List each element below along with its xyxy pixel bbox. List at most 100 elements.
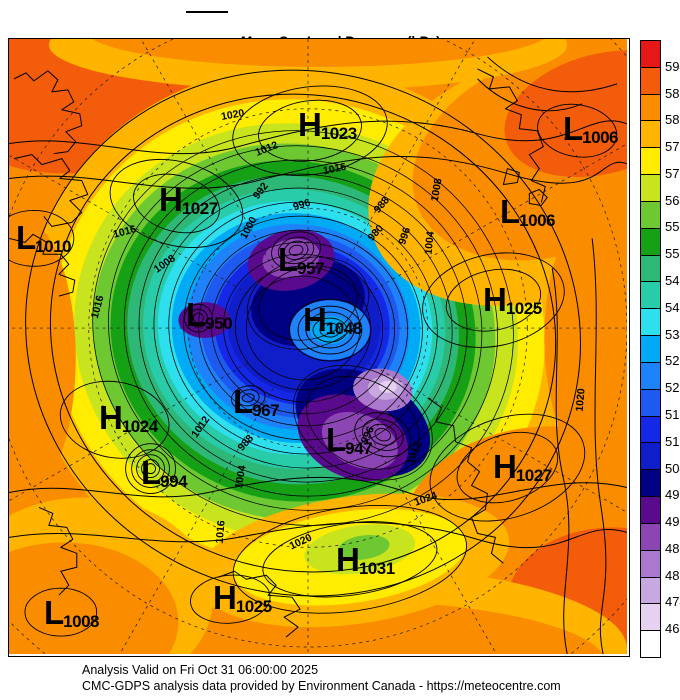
pressure-letter: L xyxy=(44,594,64,631)
pressure-letter: H xyxy=(298,106,322,143)
colorbar-tick-label: 576 xyxy=(665,139,680,155)
colorbar-labels: 594 588 582 576 570 564 558 552 546 540 534 528 522 5… xyxy=(665,40,680,656)
colorbar-tick-label: 522 xyxy=(665,380,680,396)
pressure-letter: L xyxy=(563,110,583,147)
weather-map: H 1023 L 1006 H 1027 L 1006 L 1010 L 957 H 1025 L 950 H 1… xyxy=(8,38,630,657)
field-warm-right xyxy=(544,188,627,488)
contour-value-label: 1008 xyxy=(151,252,178,276)
coastlines xyxy=(9,68,548,638)
colorbar-tick-label: 546 xyxy=(665,273,680,289)
colorbar-tick-label: 552 xyxy=(665,246,680,262)
pressure-value: 1048 xyxy=(325,319,362,338)
colorbar-tick-label: 534 xyxy=(665,326,680,342)
pressure-value: 957 xyxy=(297,259,325,278)
field-core-purple xyxy=(178,302,231,339)
pressure-center-h1025: H 1025 xyxy=(483,283,542,317)
pressure-value: 1024 xyxy=(121,417,158,436)
pressure-center-h1031: H 1031 xyxy=(336,543,395,578)
pressure-letter: L xyxy=(141,454,161,491)
colorbar-tick-label: 486 xyxy=(665,540,680,556)
field-h1031-pocket xyxy=(338,534,390,560)
contour-value-label: 988 xyxy=(235,432,257,454)
colorbar-cell xyxy=(641,388,660,416)
contour-value-label: 1012 xyxy=(405,439,425,467)
pressure-value: 950 xyxy=(205,314,233,333)
pressure-center-h1027: H 1027 xyxy=(493,450,552,485)
pressure-value: 1027 xyxy=(515,466,552,485)
pressure-letter: H xyxy=(213,579,237,616)
contour-value-label: 1024 xyxy=(412,489,439,509)
pressure-letter: L xyxy=(278,241,298,278)
pressure-center-l1008: L 1008 xyxy=(44,594,99,631)
contour-value-label: 1000 xyxy=(237,214,260,242)
colorbar-cell xyxy=(641,361,660,389)
colorbar-tick-label: 468 xyxy=(665,621,680,637)
pressure-center-h1048: H 1048 xyxy=(303,303,362,338)
pressure-center-l947: L 947 xyxy=(326,421,373,458)
data-credit-text: CMC-GDPS analysis data provided by Envir… xyxy=(82,678,561,693)
colorbar-tick-label: 498 xyxy=(665,487,680,503)
colorbar-tick-label: 594 xyxy=(665,58,680,74)
contour-value-label: 1016 xyxy=(111,223,138,241)
pressure-value: 1010 xyxy=(35,237,71,256)
pressure-center-l1006: L 1006 xyxy=(500,195,555,229)
colorbar-cell xyxy=(641,147,660,175)
pressure-value: 967 xyxy=(252,401,280,420)
colorbar-cell xyxy=(641,630,660,658)
colorbar-cell xyxy=(641,603,660,631)
contour-value-label: 1012 xyxy=(253,139,280,159)
contour-value-label: 1016 xyxy=(213,519,228,545)
pressure-value: 947 xyxy=(345,439,373,458)
pressure-letter: H xyxy=(159,181,183,218)
field-warm-left xyxy=(9,218,76,498)
colorbar-tick-label: 564 xyxy=(665,192,680,208)
pressure-center-l950: L 950 xyxy=(186,298,233,333)
pressure-letter: H xyxy=(99,399,123,436)
field-warm-top xyxy=(92,39,544,67)
colorbar-tick-label: 540 xyxy=(665,299,680,315)
contour-value-label: 1004 xyxy=(422,230,437,256)
colorbar-cell xyxy=(641,576,660,604)
contour-value-label: 996 xyxy=(396,225,414,247)
pressure-value: 1008 xyxy=(63,612,99,631)
pressure-center-h1024: H 1024 xyxy=(99,399,158,436)
contour-value-label: 1004 xyxy=(232,464,249,490)
contour-value-label: 1020 xyxy=(573,387,588,413)
pressure-center-h1025: H 1025 xyxy=(213,579,272,616)
colorbar-tick-label: 510 xyxy=(665,433,680,449)
graticule xyxy=(9,39,627,654)
colorbar-cell xyxy=(641,41,660,67)
pressure-value: 1027 xyxy=(181,199,218,218)
pressure-value: 1031 xyxy=(358,559,395,578)
contour-value-label: 1016 xyxy=(322,160,348,178)
colorbar-tick-label: 492 xyxy=(665,514,680,530)
colorbar-cell xyxy=(641,415,660,443)
colorbar-tick-label: 570 xyxy=(665,165,680,181)
colorbar-cell xyxy=(641,227,660,255)
colorbar-cell xyxy=(641,335,660,362)
colorbar-tick-label: 528 xyxy=(665,353,680,369)
colorbar-cell xyxy=(641,549,660,577)
pressure-center-l1006: L 1006 xyxy=(563,110,618,147)
pressure-letter: L xyxy=(326,421,346,458)
colorbar-cell xyxy=(641,469,660,497)
pressure-centers: H 1023 L 1006 H 1027 L 1006 L 1010 L 957 H 1025 L 950 H 1… xyxy=(9,39,629,656)
pressure-center-l1010: L 1010 xyxy=(16,221,71,256)
contours-outer xyxy=(9,56,627,654)
field-warm-topright xyxy=(504,50,627,178)
colorbar-cell xyxy=(641,496,660,523)
colorbar-tick-label: 582 xyxy=(665,112,680,128)
pressure-value: 1006 xyxy=(582,128,618,147)
pressure-center-h1023: H 1023 xyxy=(298,106,357,143)
colorbar-cell xyxy=(641,120,660,148)
contour-value-label: 980 xyxy=(365,222,387,244)
pressure-value: 994 xyxy=(160,472,188,491)
pressure-spirals xyxy=(9,85,618,637)
contour-value-label: 1020 xyxy=(220,107,246,123)
pressure-center-l994: L 994 xyxy=(141,454,188,491)
colorbar-cell xyxy=(641,254,660,282)
colorbar-tick-label: 474 xyxy=(665,594,680,610)
pressure-value: 1023 xyxy=(320,124,357,143)
pressure-letter: L xyxy=(233,383,253,420)
colorbar-cell xyxy=(641,281,660,309)
